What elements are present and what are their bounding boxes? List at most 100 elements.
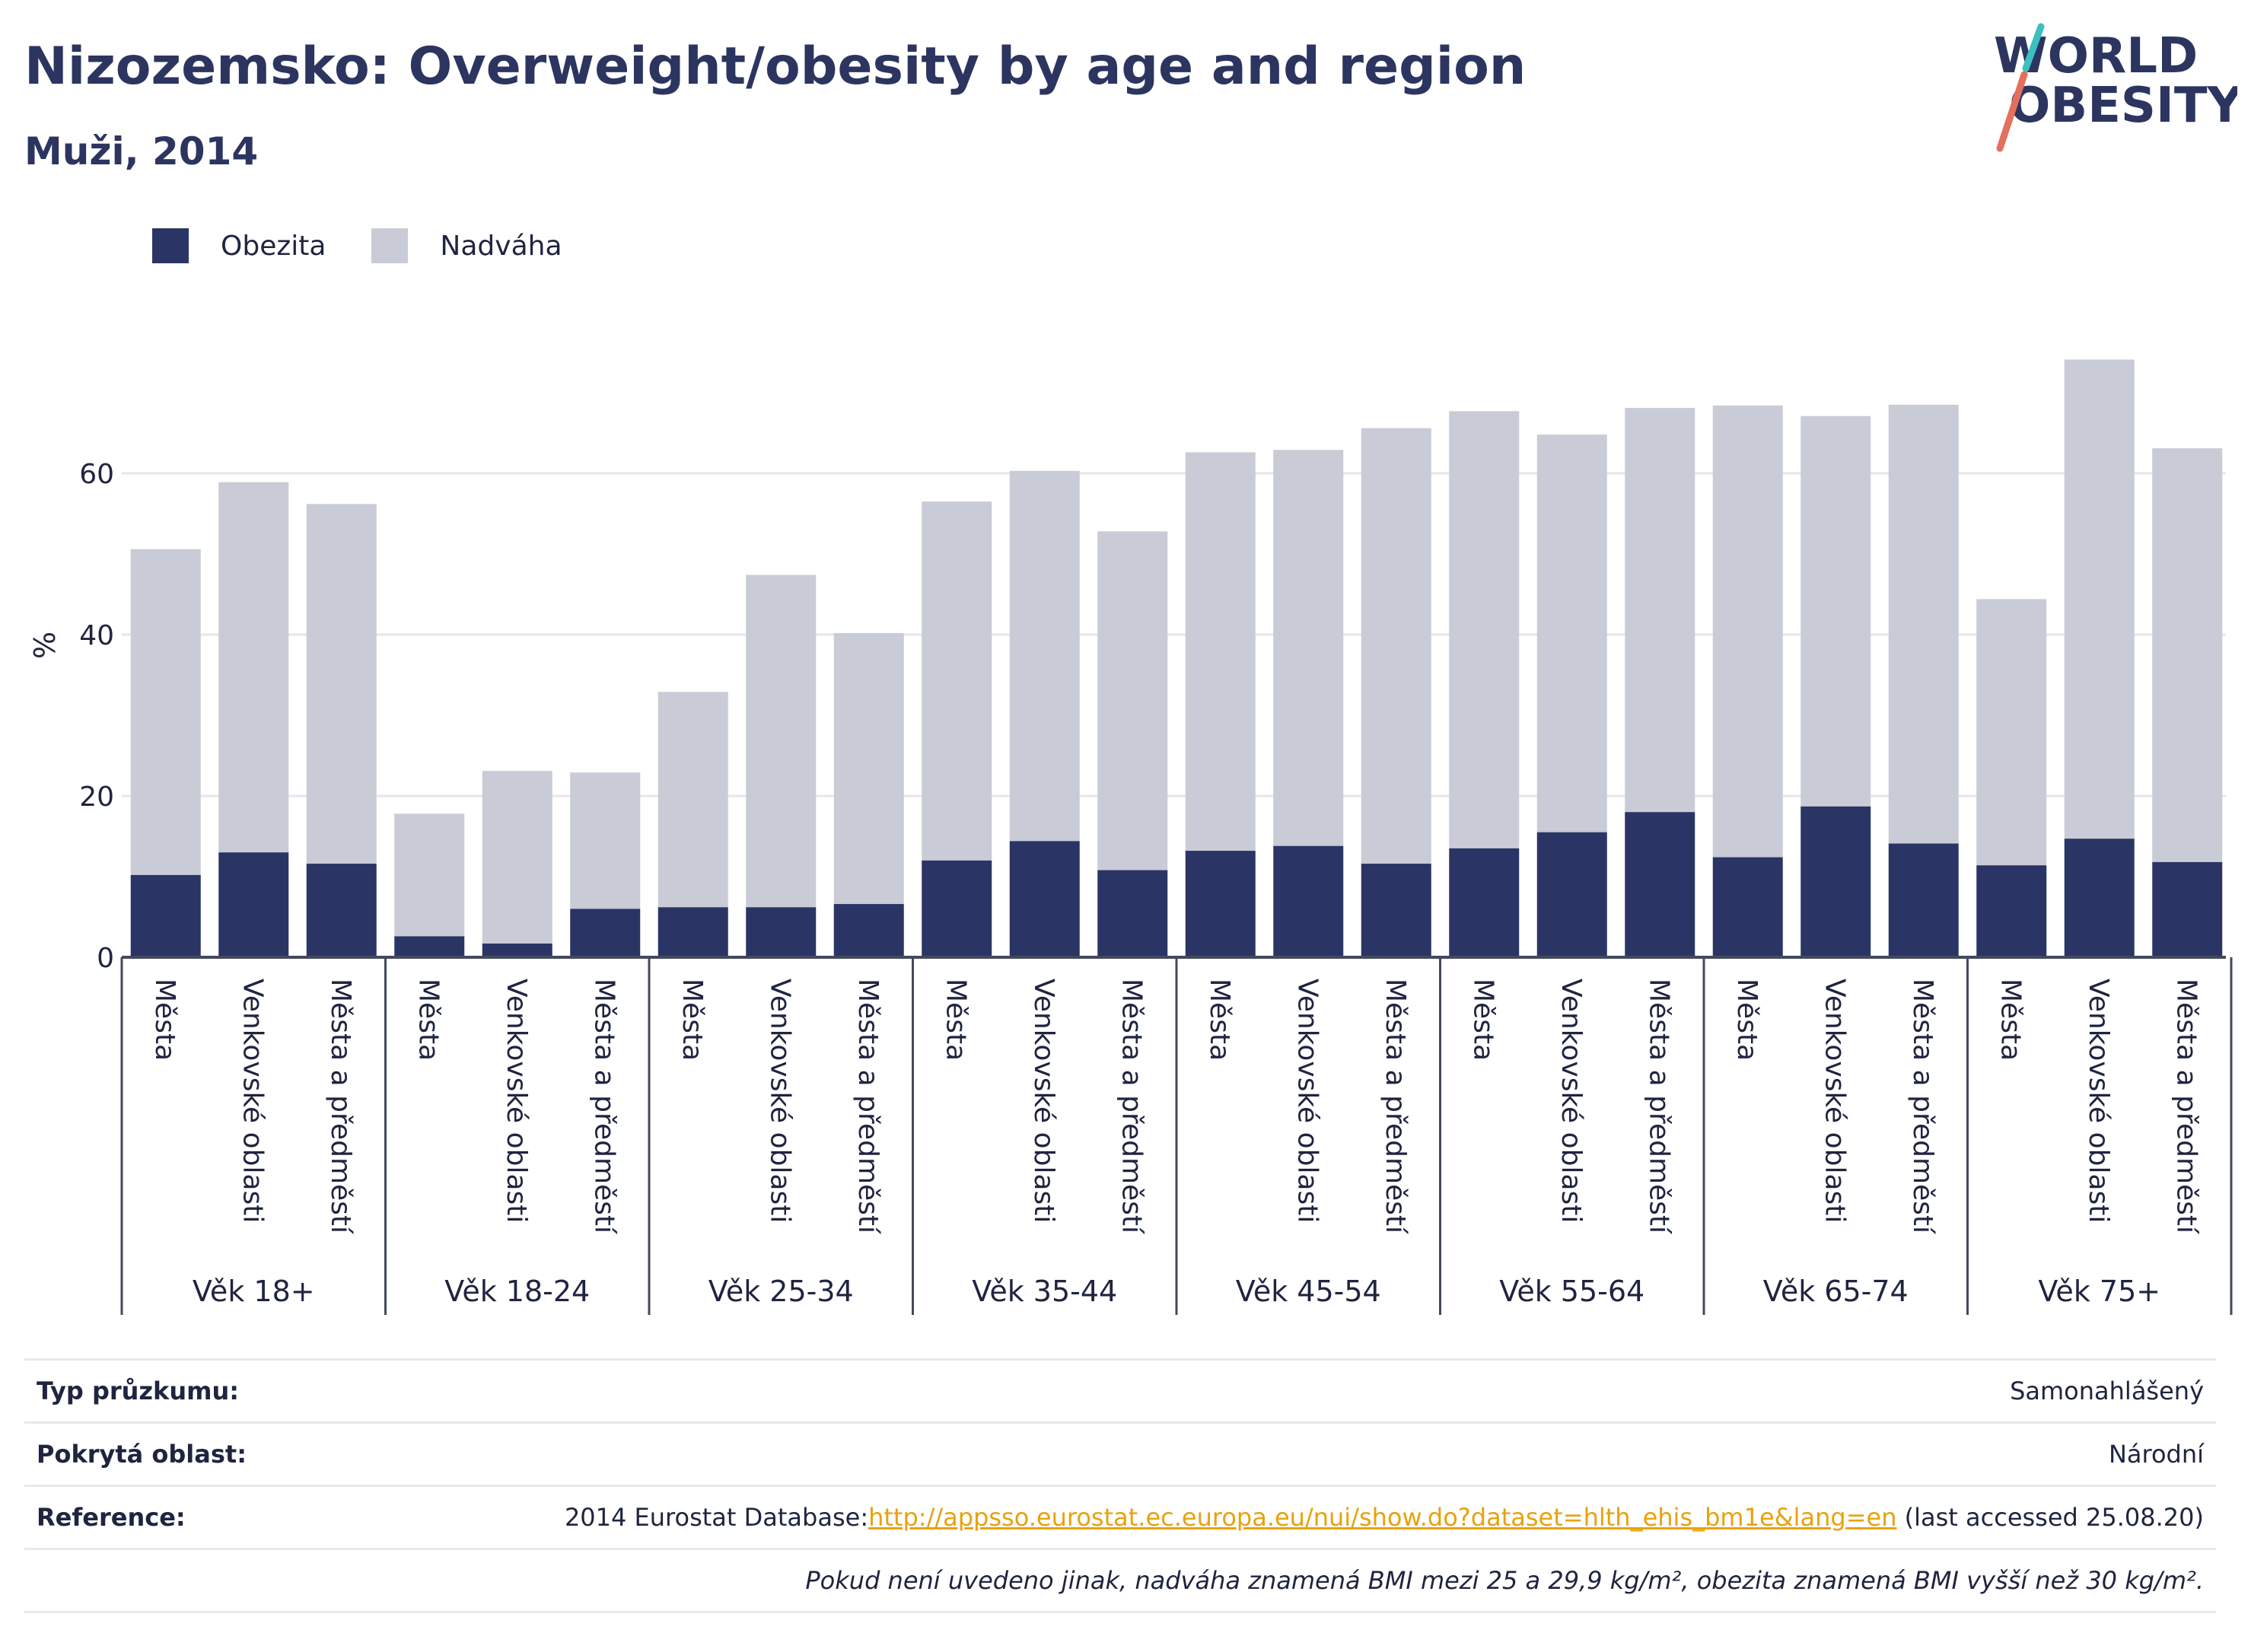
bar-obesity [482,943,552,957]
x-category-label: Města a předměstí [1116,979,1147,1234]
coverage-label: Pokrytá oblast: [37,1440,247,1469]
bar-obesity [130,874,201,957]
x-category-label: Venkovské oblasti [237,979,268,1223]
x-category-label: Města [1467,979,1498,1061]
x-category-label: Venkovské oblasti [2083,979,2114,1223]
x-category-label: Města a předměstí [2170,979,2202,1234]
bar-obesity [1888,843,1959,957]
bar-overweight [657,692,728,908]
bar-overweight [1361,428,1431,864]
x-category-label: Města a předměstí [1643,979,1674,1234]
x-category-label: Města [940,979,971,1061]
reference-value: 2014 Eurostat Database:http://appsso.eur… [565,1503,2216,1532]
logo-slash-bottom [1996,71,2028,152]
bar-obesity [218,852,289,957]
bar-overweight [482,771,552,944]
bar-overweight [218,482,289,853]
bar-overweight [1449,411,1520,848]
info-row-note: Pokud není uvedeno jinak, nadváha znamen… [24,1548,2216,1613]
bar-obesity [833,904,904,957]
x-group-label: Věk 45-54 [1236,1275,1381,1308]
x-group-label: Věk 35-44 [972,1275,1117,1308]
bar-obesity [306,864,377,957]
x-category-label: Venkovské oblasti [1555,979,1587,1223]
legend-label-overweight: Nadváha [440,230,562,262]
legend-swatch-obesity [152,228,189,263]
x-group-label: Věk 75+ [2038,1275,2160,1308]
x-category-label: Města [412,979,444,1061]
logo-slash-top [2022,23,2045,72]
bar-overweight [1800,415,1871,807]
survey-type-label: Typ průzkumu: [37,1377,240,1405]
reference-prefix: 2014 Eurostat Database: [564,1503,869,1532]
bar-obesity [657,907,728,957]
bar-overweight [1097,531,1168,871]
legend-item-overweight[interactable]: Nadváha [371,228,562,263]
reference-link[interactable]: http://appsso.eurostat.ec.europa.eu/nui/… [868,1503,1897,1532]
info-table: Typ průzkumu: Samonahlášený Pokrytá obla… [24,1358,2216,1613]
x-category-label: Města a předměstí [588,979,619,1234]
legend-swatch-overweight [371,228,409,263]
info-row-reference: Reference: 2014 Eurostat Database:http:/… [24,1485,2216,1548]
x-group-label: Věk 55-64 [1499,1275,1644,1308]
bar-overweight [1712,405,1783,858]
stacked-bar-chart: 0 20 40 60% Města Venkovské oblasti Města a př… [28,359,2233,1315]
y-tick-label: 20 [79,781,114,813]
x-category-label: Venkovské oblasti [1028,979,1059,1223]
legend-item-obesity[interactable]: Obezita [152,228,326,263]
bar-obesity [922,860,992,957]
x-group-label: Věk 18-24 [444,1275,590,1308]
bar-obesity [394,936,465,957]
bar-obesity [1449,848,1520,957]
x-category-label: Města a předměstí [852,979,884,1234]
y-tick-label: 60 [79,459,114,490]
chart-legend: Obezita Nadváha [152,227,608,265]
bar-obesity [1976,865,2047,957]
bar-obesity [1536,832,1607,957]
bar-obesity [1712,857,1783,957]
coverage-value: Národní [2108,1440,2204,1469]
bar-overweight [1888,404,1959,844]
bar-obesity [1009,841,1080,957]
bar-obesity [570,909,641,957]
survey-type-value: Samonahlášený [2010,1377,2204,1405]
bar-obesity [2152,861,2223,957]
bar-overweight [833,632,904,905]
bar-obesity [1800,806,1871,957]
x-category-label: Města a předměstí [1907,979,1938,1234]
bar-obesity [1097,870,1168,957]
x-category-label: Venkovské oblasti [1291,979,1323,1223]
bar-obesity [746,907,817,957]
x-category-label: Města [1204,979,1235,1061]
info-row-coverage: Pokrytá oblast: Národní [24,1421,2216,1485]
bar-obesity [2064,839,2135,957]
x-category-label: Města [677,979,708,1061]
bar-overweight [1976,599,2047,866]
bar-overweight [306,504,377,864]
bar-obesity [1273,845,1344,957]
page-subtitle: Muži, 2014 [24,129,259,173]
y-axis-label: % [28,632,62,659]
world-obesity-logo: WORLD OBESITY [1994,23,2237,152]
reference-label: Reference: [37,1503,186,1532]
bar-obesity [1185,851,1256,957]
bar-overweight [922,501,992,861]
bar-overweight [746,575,817,908]
bar-obesity [1361,864,1431,957]
x-category-label: Města a předměstí [1380,979,1411,1234]
x-category-label: Města a předměstí [325,979,356,1234]
x-category-label: Města [1731,979,1762,1061]
bar-overweight [394,813,465,937]
bar-overweight [2152,448,2223,862]
x-category-label: Venkovské oblasti [501,979,532,1223]
bar-overweight [570,772,641,909]
bar-overweight [1536,434,1607,832]
bar-obesity [1625,812,1695,957]
logo-text-obesity: OBESITY [2009,78,2237,134]
x-category-label: Venkovské oblasti [764,979,795,1223]
x-group-label: Věk 25-34 [708,1275,854,1308]
reference-suffix: (last accessed 25.08.20) [1896,1503,2204,1532]
bar-overweight [1625,408,1695,813]
page-title: Nizozemsko: Overweight/obesity by age an… [24,37,1527,97]
bar-overweight [1185,452,1256,851]
